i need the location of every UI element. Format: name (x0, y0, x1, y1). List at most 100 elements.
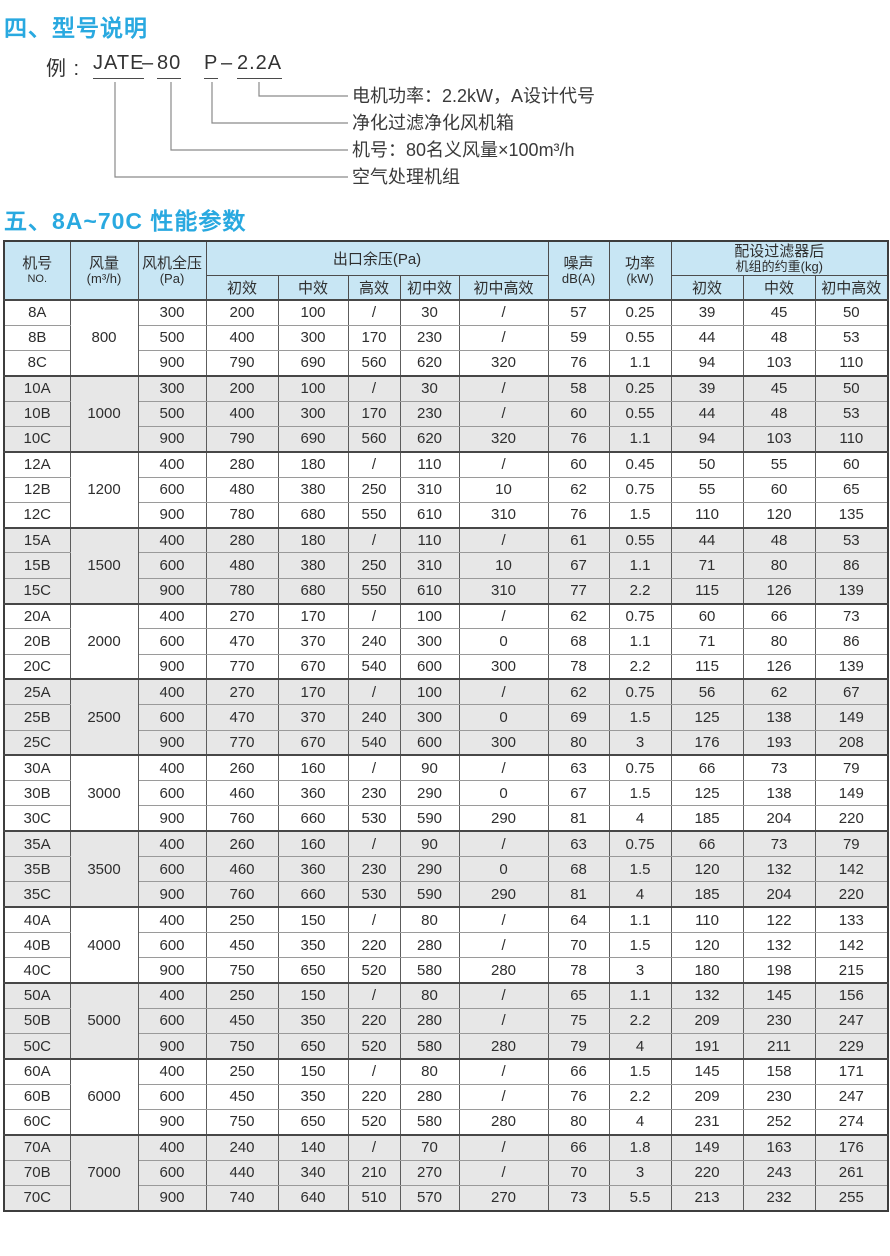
cell-outlet-primary: 400 (205, 324, 279, 352)
cell-noise: 70 (547, 931, 610, 959)
cell-weight-medium: 158 (742, 1057, 816, 1085)
cell-weight-primary-medium-hepa: 79 (814, 830, 889, 858)
cell-weight-medium: 138 (742, 704, 816, 731)
cell-fan-pressure: 900 (137, 425, 207, 453)
cell-outlet-primary-medium-hepa: / (458, 298, 549, 326)
cell-outlet-primary-medium-hepa: 0 (458, 628, 549, 655)
cell-outlet-primary-medium: 580 (399, 1033, 460, 1060)
cell-outlet-medium: 180 (277, 450, 349, 478)
cell-fan-pressure: 400 (137, 526, 207, 554)
cell-power: 4 (608, 1033, 672, 1060)
cell-outlet-hepa: / (347, 602, 401, 630)
table-row-12A: 12A 1200 400 280 180/110/60 0.45 50 55 60 (3, 450, 889, 529)
cell-weight-primary: 185 (670, 881, 744, 908)
cell-model-no: 25C (3, 729, 71, 756)
cell-weight-primary: 120 (670, 856, 744, 883)
cell-fan-pressure: 900 (137, 653, 207, 680)
cell-weight-primary: 115 (670, 653, 744, 680)
cell-airflow: 5000 (69, 982, 139, 1060)
cell-model-no: 35C (3, 881, 71, 908)
cell-power: 1.5 (608, 501, 672, 529)
col-header-weight-medium: 中效 (742, 275, 816, 301)
cell-weight-primary: 94 (670, 425, 744, 453)
cell-power: 0.45 (608, 450, 672, 478)
cell-weight-medium: 45 (742, 374, 816, 402)
cell-outlet-primary-medium: 290 (399, 780, 460, 807)
cell-fan-pressure: 900 (137, 729, 207, 756)
table-row-30A: 30A 3000 400 260 160/90/63 0.75 66 73 79 (3, 754, 889, 832)
cell-outlet-hepa: 170 (347, 324, 401, 352)
cell-fan-pressure: 400 (137, 830, 207, 858)
cell-fan-pressure: 400 (137, 754, 207, 782)
cell-fan-pressure: 400 (137, 906, 207, 933)
cell-model-no: 20A (3, 602, 71, 630)
cell-outlet-primary: 200 (205, 298, 279, 326)
cell-model-no: 30A (3, 754, 71, 782)
callout-unit-size: 机号：80名义风量×100m³/h (352, 140, 575, 160)
cell-outlet-hepa: 560 (347, 425, 401, 453)
cell-outlet-medium: 350 (277, 1083, 349, 1111)
cell-weight-medium: 48 (742, 526, 816, 554)
cell-outlet-primary-medium-hepa: 0 (458, 704, 549, 731)
cell-outlet-primary-medium-hepa: 280 (458, 1108, 549, 1136)
cell-weight-medium: 145 (742, 982, 816, 1009)
table-row-25C: 25C 900 770 670 540 600 300 80 3 176 193 208 (3, 729, 889, 756)
cell-outlet-medium: 670 (277, 729, 349, 756)
cell-weight-primary-medium-hepa: 67 (814, 678, 889, 706)
cell-model-no: 70B (3, 1159, 71, 1186)
cell-model-no: 35B (3, 856, 71, 883)
cell-fan-pressure: 400 (137, 982, 207, 1009)
cell-outlet-medium: 650 (277, 957, 349, 984)
cell-outlet-primary: 270 (205, 602, 279, 630)
cell-outlet-medium: 680 (277, 501, 349, 529)
cell-outlet-hepa: / (347, 374, 401, 402)
cell-noise: 80 (547, 729, 610, 756)
cell-outlet-primary-medium: 100 (399, 602, 460, 630)
cell-weight-primary-medium-hepa: 110 (814, 350, 889, 377)
cell-weight-primary: 66 (670, 754, 744, 782)
cell-weight-primary-medium-hepa: 208 (814, 729, 889, 756)
cell-model-no: 20C (3, 653, 71, 680)
cell-weight-medium: 204 (742, 805, 816, 832)
cell-airflow: 6000 (69, 1057, 139, 1136)
cell-fan-pressure: 400 (137, 1133, 207, 1161)
cell-outlet-primary: 280 (205, 450, 279, 478)
cell-weight-primary: 60 (670, 602, 744, 630)
cell-outlet-primary-medium-hepa: / (458, 374, 549, 402)
cell-weight-primary-medium-hepa: 220 (814, 805, 889, 832)
cell-outlet-hepa: / (347, 1057, 401, 1085)
cell-outlet-primary-medium: 110 (399, 526, 460, 554)
cell-noise: 70 (547, 1159, 610, 1186)
cell-noise: 60 (547, 400, 610, 427)
cell-outlet-medium: 690 (277, 425, 349, 453)
cell-noise: 78 (547, 653, 610, 680)
cell-power: 0.75 (608, 678, 672, 706)
cell-outlet-primary-medium-hepa: / (458, 754, 549, 782)
cell-weight-primary: 94 (670, 350, 744, 377)
cell-fan-pressure: 900 (137, 577, 207, 605)
cell-weight-primary-medium-hepa: 135 (814, 501, 889, 529)
cell-weight-primary: 145 (670, 1057, 744, 1085)
cell-weight-primary: 231 (670, 1108, 744, 1136)
cell-outlet-primary-medium: 280 (399, 1007, 460, 1035)
cell-weight-primary: 125 (670, 780, 744, 807)
cell-noise: 81 (547, 881, 610, 908)
cell-outlet-medium: 150 (277, 906, 349, 933)
cell-outlet-primary: 400 (205, 400, 279, 427)
cell-noise: 81 (547, 805, 610, 832)
cell-power: 1.8 (608, 1133, 672, 1161)
cell-outlet-primary-medium: 610 (399, 577, 460, 605)
cell-weight-medium: 103 (742, 425, 816, 453)
cell-fan-pressure: 900 (137, 350, 207, 377)
cell-weight-primary: 209 (670, 1007, 744, 1035)
cell-outlet-primary: 460 (205, 856, 279, 883)
cell-weight-medium: 122 (742, 906, 816, 933)
cell-outlet-primary: 280 (205, 526, 279, 554)
cell-weight-primary: 55 (670, 476, 744, 503)
table-row-8A: 8A 800 300 200 100/30/57 0.25 39 45 50 (3, 298, 889, 377)
cell-noise: 68 (547, 856, 610, 883)
cell-weight-primary: 180 (670, 957, 744, 984)
cell-weight-primary-medium-hepa: 53 (814, 526, 889, 554)
table-row-50C: 50C 900 750 650 520 580 280 79 4 191 211 229 (3, 1033, 889, 1060)
cell-weight-primary-medium-hepa: 65 (814, 476, 889, 503)
